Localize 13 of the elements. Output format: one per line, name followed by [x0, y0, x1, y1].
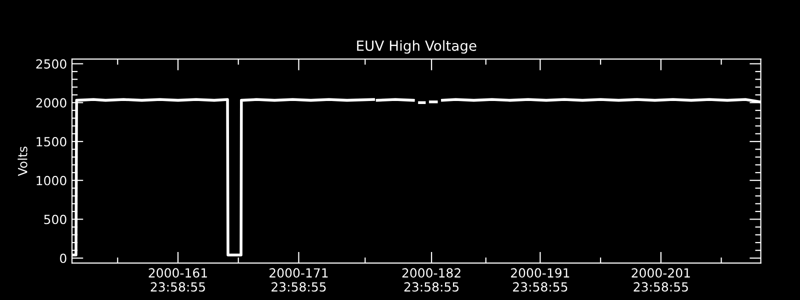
x-tick-label: 2000-171 23:58:55 [270, 268, 328, 292]
y-tick-label: 500 [44, 214, 66, 224]
chart-title: EUV High Voltage [357, 40, 476, 54]
y-tick-label: 0 [60, 254, 66, 264]
y-tick-label: 2500 [36, 59, 66, 69]
y-tick-label: 2000 [36, 98, 66, 108]
x-tick-label: 2000-161 23:58:55 [148, 268, 207, 292]
x-tick-label: 2000-201 23:58:55 [632, 268, 690, 292]
x-tick-label: 2000-182 23:58:55 [402, 268, 460, 292]
y-tick-label: 1500 [36, 136, 66, 146]
x-tick-label: 2000-191 23:58:55 [511, 268, 570, 292]
y-axis-title: Volts [18, 146, 28, 176]
y-tick-label: 1000 [36, 176, 66, 186]
